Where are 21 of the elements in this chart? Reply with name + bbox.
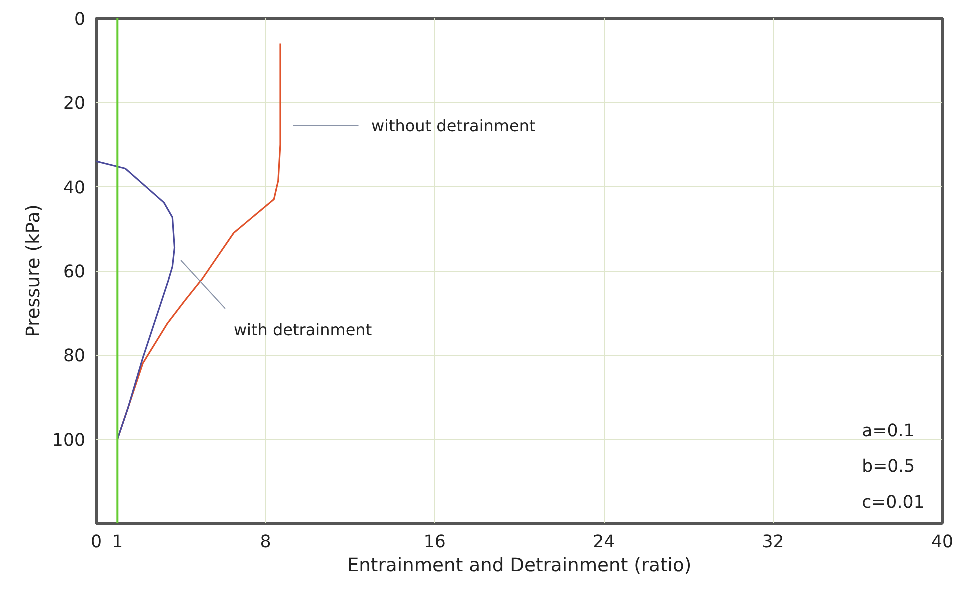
y-tick-label: 40 [63, 178, 86, 198]
y-tick-label: 100 [52, 430, 86, 451]
annotation: b=0.5 [862, 457, 916, 478]
annotation: c=0.01 [862, 492, 925, 513]
line-series [96, 160, 176, 440]
x-tick-label: 32 [762, 532, 784, 552]
x-tick-label: 0 [90, 532, 102, 552]
y-tick-label: 80 [63, 346, 86, 367]
annotation: a=0.1 [862, 421, 915, 442]
x-tick-label: 1 [112, 532, 124, 552]
y-tick-label: 60 [63, 262, 86, 282]
x-tick-label: 8 [260, 532, 272, 552]
x-tick-label: 40 [931, 532, 954, 552]
y-tick-label: 0 [74, 10, 86, 30]
x-axis-title: Entrainment and Detrainment (ratio) [347, 556, 692, 576]
text: without detrainment [371, 116, 536, 136]
x-tick-label: 24 [593, 532, 616, 552]
y-tick-label: 20 [63, 94, 86, 114]
y-axis-title: Pressure (kPa) [23, 204, 44, 338]
x-tick-label: 16 [424, 532, 446, 552]
text: with detrainment [234, 320, 372, 340]
